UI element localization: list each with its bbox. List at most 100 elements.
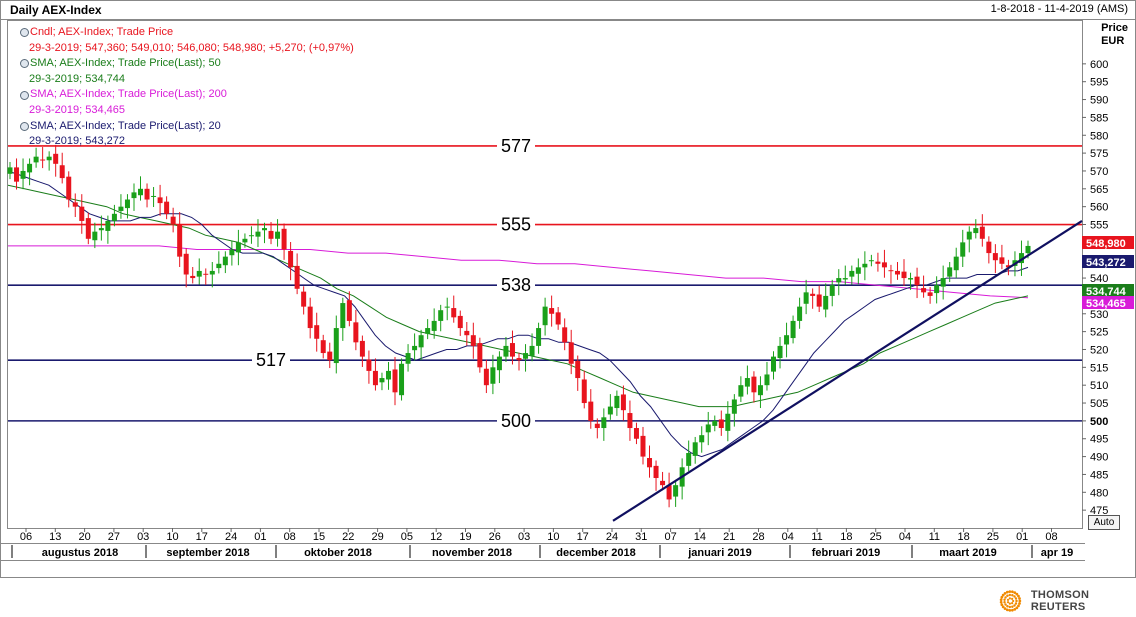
- candle-body: [105, 220, 111, 231]
- x-tick-label: 03: [518, 531, 530, 543]
- level-label-bg: [497, 214, 535, 235]
- legend-value: 29-3-2019; 547,360; 549,010; 546,080; 54…: [29, 41, 354, 54]
- candle-body: [111, 213, 117, 221]
- auto-scale-button[interactable]: Auto: [1088, 515, 1120, 530]
- candle-body: [666, 485, 672, 500]
- logo-dot: [1008, 597, 1011, 600]
- price-label: Price: [1101, 22, 1128, 34]
- candle-body: [151, 195, 157, 197]
- settings-dot-icon[interactable]: [20, 28, 29, 38]
- x-tick-label: 19: [459, 531, 471, 543]
- month-label: november 2018: [432, 547, 512, 559]
- x-tick-label: 07: [664, 531, 676, 543]
- x-tick-label: 13: [49, 531, 61, 543]
- logo-text: THOMSON REUTERS: [1030, 589, 1090, 613]
- candle-body: [222, 256, 228, 266]
- candle-body: [425, 328, 431, 334]
- candle-body: [712, 420, 718, 426]
- candle-body: [477, 343, 483, 368]
- candle-body: [692, 442, 698, 456]
- last-value-tag: [1082, 255, 1134, 268]
- candle-body: [320, 340, 326, 354]
- candle-body: [992, 253, 998, 261]
- logo-dot: [1018, 602, 1021, 605]
- logo-dot: [1011, 597, 1014, 600]
- logo-dot: [1003, 598, 1006, 601]
- candle-body: [738, 385, 744, 397]
- candle-body: [934, 285, 940, 294]
- candle-body: [46, 156, 52, 161]
- currency-label: EUR: [1101, 35, 1125, 47]
- candle-body: [953, 256, 959, 271]
- candle-body: [405, 353, 411, 364]
- logo-dot: [1014, 597, 1018, 600]
- candle-body: [509, 343, 515, 357]
- x-tick-label: 27: [108, 531, 120, 543]
- legend-entry-candle[interactable]: Cndl; AEX-Index; Trade Price: [20, 25, 354, 41]
- candle-body: [960, 242, 966, 257]
- candle-body: [633, 428, 639, 439]
- logo-dot: [999, 598, 1003, 602]
- candle-body: [275, 231, 281, 239]
- candle-body: [431, 320, 437, 331]
- candle-body: [986, 241, 992, 254]
- candle-body: [686, 453, 692, 466]
- last-value-tag: [1082, 236, 1134, 249]
- candle-body: [653, 465, 659, 479]
- candle-body: [457, 315, 463, 329]
- last-value-tag: [1082, 284, 1134, 297]
- x-tick-label: 06: [20, 531, 32, 543]
- candle-body: [699, 435, 705, 443]
- candle-body: [1025, 245, 1031, 254]
- candle-body: [248, 235, 254, 237]
- candle-body: [294, 265, 300, 289]
- candle-body: [314, 325, 320, 339]
- month-label: december 2018: [556, 547, 636, 559]
- y-tick-label: 590: [1090, 95, 1108, 107]
- x-tick-label: 24: [225, 531, 237, 543]
- trendline: [612, 220, 1083, 522]
- logo-dot: [1013, 607, 1017, 611]
- month-label: oktober 2018: [304, 547, 372, 559]
- settings-dot-icon[interactable]: [20, 59, 29, 69]
- month-label: apr 19: [1041, 547, 1073, 559]
- logo-dot: [1014, 602, 1018, 605]
- sma20-line: [7, 170, 1029, 458]
- settings-dot-icon[interactable]: [20, 90, 29, 100]
- legend-entry-sma200[interactable]: SMA; AEX-Index; Trade Price(Last); 200: [20, 87, 354, 103]
- candle-body: [562, 327, 568, 343]
- candle-body: [483, 368, 489, 386]
- candle-body: [647, 458, 653, 468]
- candle-body: [170, 216, 176, 225]
- last-value-text: 534,744: [1086, 286, 1127, 298]
- candle-body: [353, 322, 359, 343]
- settings-dot-icon[interactable]: [20, 121, 29, 131]
- logo-dot: [1017, 604, 1020, 608]
- candle-body: [183, 253, 189, 275]
- candle-body: [359, 340, 365, 357]
- reuters-dots-icon: [999, 590, 1022, 612]
- candle-body: [601, 417, 607, 429]
- candle-body: [209, 270, 215, 275]
- level-label: 577: [501, 136, 531, 156]
- candle-body: [842, 278, 848, 280]
- x-tick-label: 12: [430, 531, 442, 543]
- x-tick-label: 20: [78, 531, 90, 543]
- legend-entry-sma20[interactable]: SMA; AEX-Index; Trade Price(Last); 20: [20, 119, 354, 135]
- candle-body: [627, 413, 633, 429]
- y-tick-label: 530: [1090, 309, 1108, 321]
- logo-dot: [1008, 605, 1012, 609]
- candle-body: [516, 358, 522, 361]
- legend-entry-sma50[interactable]: SMA; AEX-Index; Trade Price(Last); 50: [20, 56, 354, 72]
- logo-dot: [1013, 604, 1016, 607]
- last-value-text: 548,980: [1086, 238, 1126, 250]
- candle-body: [40, 159, 46, 161]
- candle-body: [301, 291, 307, 307]
- candle-body: [973, 228, 979, 234]
- y-tick-label: 525: [1090, 327, 1108, 339]
- logo-dot: [1006, 598, 1010, 601]
- logo-dot: [999, 600, 1003, 604]
- y-tick-label: 580: [1090, 130, 1108, 142]
- logo-dot: [1006, 594, 1009, 597]
- candle-body: [908, 278, 914, 280]
